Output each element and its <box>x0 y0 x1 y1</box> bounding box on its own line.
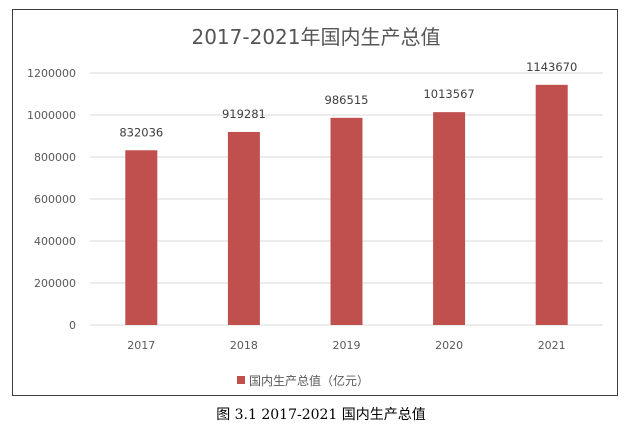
chart-title: 2017-2021年国内生产总值 <box>191 25 440 49</box>
x-tick-label: 2018 <box>230 339 258 352</box>
data-label: 1143670 <box>526 60 577 74</box>
bar-chart: 2017-2021年国内生产总值 0 200000 400000 600000 8000… <box>27 25 603 388</box>
legend: 国内生产总值（亿元） <box>237 373 369 388</box>
y-tick-label: 1200000 <box>27 67 76 80</box>
data-label: 1013567 <box>423 87 474 101</box>
bar-2017 <box>125 150 158 325</box>
chart-frame: 2017-2021年国内生产总值 0 200000 400000 600000 8000… <box>12 9 618 396</box>
y-tick-label: 600000 <box>34 193 76 206</box>
bars: 832036 919281 986515 1013567 1143670 <box>119 60 577 325</box>
figure-caption: 图 3.1 2017-2021 国内生产总值 <box>216 407 426 423</box>
data-label: 919281 <box>222 107 266 121</box>
bar-2018 <box>227 131 260 325</box>
data-label: 986515 <box>325 93 369 107</box>
y-tick-label: 1000000 <box>27 109 76 122</box>
y-axis-ticks: 0 200000 400000 600000 800000 1000000 1200000 <box>27 67 76 332</box>
bar-2020 <box>433 112 466 325</box>
legend-swatch <box>237 376 245 384</box>
x-tick-label: 2019 <box>333 339 361 352</box>
y-tick-label: 400000 <box>34 235 76 248</box>
y-tick-label: 200000 <box>34 277 76 290</box>
legend-label: 国内生产总值（亿元） <box>249 373 369 388</box>
bar-2019 <box>330 117 363 325</box>
x-axis-ticks: 2017 2018 2019 2020 2021 <box>127 339 565 352</box>
y-tick-label: 800000 <box>34 151 76 164</box>
bar-2021 <box>535 84 568 325</box>
data-label: 832036 <box>119 125 163 139</box>
x-tick-label: 2021 <box>538 339 566 352</box>
x-tick-label: 2020 <box>435 339 463 352</box>
x-tick-label: 2017 <box>127 339 155 352</box>
y-tick-label: 0 <box>69 319 76 332</box>
